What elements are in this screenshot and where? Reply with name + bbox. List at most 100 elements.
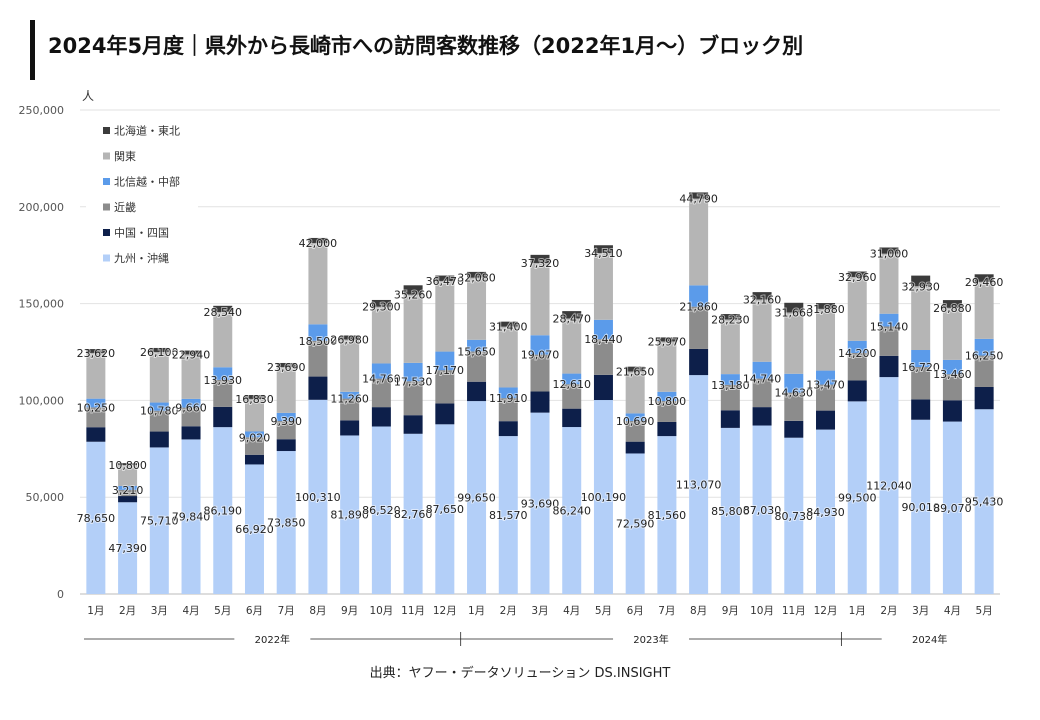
x-tick-label: 9月 bbox=[341, 605, 358, 617]
bar-segment bbox=[530, 391, 550, 413]
bar-segment bbox=[498, 436, 518, 594]
x-axis: 1月 2月 3月 4月 5月 6月 7月 8月 9月 10月 11月 12月 1月 2月 3月 4月 5月 6月 7… bbox=[87, 605, 992, 617]
x-tick-label: 7月 bbox=[658, 605, 675, 617]
data-label: 14,630 bbox=[775, 387, 814, 400]
bar-segment bbox=[371, 378, 391, 408]
bar-segment bbox=[181, 407, 201, 427]
bar-segment bbox=[879, 326, 899, 356]
x-tick-label: 4月 bbox=[944, 605, 961, 617]
year-axis: 2022年 2023年 2024年 bbox=[84, 632, 947, 646]
bar-segment bbox=[816, 303, 836, 309]
data-label: 25,970 bbox=[648, 335, 687, 348]
bar-segment bbox=[435, 424, 455, 594]
data-label: 14,760 bbox=[362, 373, 401, 386]
bar-segment bbox=[308, 324, 328, 341]
bar-segment bbox=[816, 370, 836, 385]
data-label: 95,430 bbox=[965, 496, 1004, 509]
data-label: 28,470 bbox=[552, 312, 591, 325]
bar-segment bbox=[467, 277, 487, 340]
bar-segment bbox=[784, 437, 804, 594]
x-tick-label: 2月 bbox=[880, 605, 897, 617]
data-label: 15,650 bbox=[457, 345, 496, 358]
data-label: 9,660 bbox=[175, 402, 207, 415]
data-label: 10,800 bbox=[108, 459, 147, 472]
bar-segment bbox=[784, 312, 804, 374]
bar-segment bbox=[149, 352, 169, 403]
bar-segment bbox=[562, 318, 582, 374]
data-label: 23,620 bbox=[77, 347, 116, 360]
data-label: 32,960 bbox=[838, 271, 877, 284]
bar-segment bbox=[593, 245, 613, 253]
title-accent-bar bbox=[30, 20, 35, 80]
bar-segment bbox=[118, 502, 138, 594]
data-label: 100,310 bbox=[295, 491, 341, 504]
bar-segment bbox=[86, 427, 106, 442]
data-label: 13,470 bbox=[806, 379, 845, 392]
x-tick-label: 9月 bbox=[722, 605, 739, 617]
bar-segment bbox=[435, 275, 455, 281]
bar-segment bbox=[118, 465, 138, 486]
data-label: 89,070 bbox=[933, 502, 972, 515]
bar-segment bbox=[593, 400, 613, 594]
bar-segment bbox=[181, 398, 201, 408]
data-label: 12,610 bbox=[552, 378, 591, 391]
x-tick-label: 6月 bbox=[246, 605, 263, 617]
bar-segment bbox=[244, 464, 264, 594]
bar-segment bbox=[911, 275, 931, 287]
bar-segment bbox=[562, 384, 582, 409]
data-label: 87,030 bbox=[743, 504, 782, 517]
bar-segment bbox=[974, 355, 994, 387]
x-tick-label: 5月 bbox=[976, 605, 993, 617]
bar-segment bbox=[720, 374, 740, 385]
bar-segment bbox=[816, 384, 836, 411]
legend-label: 九州・沖縄 bbox=[114, 251, 169, 265]
bar-segment bbox=[942, 374, 962, 401]
y-tick-label: 200,000 bbox=[19, 201, 65, 214]
bar-segment bbox=[181, 354, 201, 399]
data-label: 93,690 bbox=[521, 497, 560, 510]
data-label: 34,510 bbox=[584, 247, 623, 260]
bar-segment bbox=[403, 362, 423, 382]
bar-segment bbox=[911, 367, 931, 400]
bar-segment bbox=[498, 398, 518, 422]
data-label: 26,880 bbox=[933, 302, 972, 315]
bar-segment bbox=[467, 401, 487, 594]
bar-segment bbox=[149, 410, 169, 432]
bar-segment bbox=[371, 407, 391, 427]
bar-segment bbox=[118, 463, 138, 466]
data-label: 22,940 bbox=[172, 348, 211, 361]
bar-segment bbox=[816, 410, 836, 430]
bar-segment bbox=[340, 420, 360, 436]
data-label: 26,100 bbox=[140, 346, 179, 359]
bar-segment bbox=[784, 420, 804, 438]
data-label: 19,070 bbox=[521, 349, 560, 362]
data-label: 99,500 bbox=[838, 492, 877, 505]
x-tick-label: 5月 bbox=[595, 605, 612, 617]
bar-segment bbox=[911, 350, 931, 368]
bar-segment bbox=[149, 402, 169, 411]
data-label: 113,070 bbox=[676, 479, 722, 492]
y-tick-label: 50,000 bbox=[26, 491, 65, 504]
bar-segment bbox=[657, 401, 677, 422]
bar-segment bbox=[689, 285, 709, 307]
data-label: 13,180 bbox=[711, 379, 750, 392]
bar-segment bbox=[562, 427, 582, 594]
bar-segment bbox=[340, 335, 360, 340]
legend-label: 北信越・中部 bbox=[114, 175, 180, 189]
x-tick-label: 6月 bbox=[627, 605, 644, 617]
bar-segment bbox=[593, 339, 613, 375]
bar-segment bbox=[118, 485, 138, 490]
bar-segment bbox=[720, 410, 740, 428]
data-label: 81,890 bbox=[330, 509, 369, 522]
bar-segment bbox=[213, 367, 233, 380]
bar-segment bbox=[86, 407, 106, 428]
bar-segment bbox=[752, 299, 772, 362]
data-label: 86,190 bbox=[204, 505, 243, 518]
bar-segment bbox=[657, 391, 677, 402]
bar-segment bbox=[847, 401, 867, 594]
bar-segment bbox=[86, 441, 106, 594]
bar-segment bbox=[435, 403, 455, 425]
data-label: 15,140 bbox=[870, 320, 909, 333]
year-label: 2024年 bbox=[912, 633, 947, 646]
